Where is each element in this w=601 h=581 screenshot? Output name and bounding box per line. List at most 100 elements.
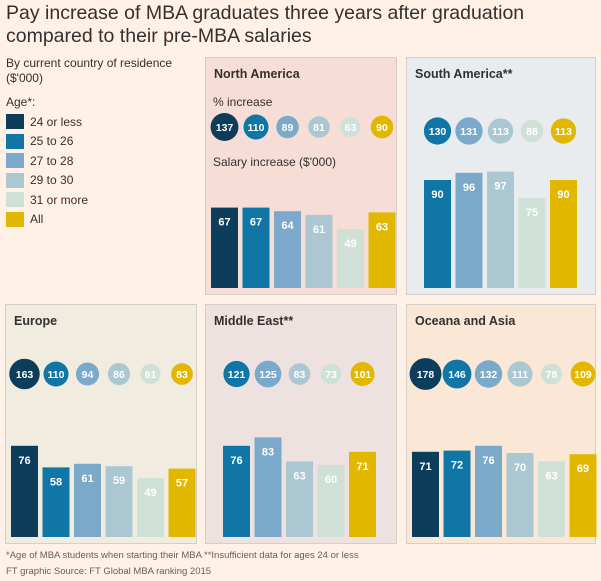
salary-increase-bar [538, 461, 565, 537]
pct-increase-circle [442, 359, 472, 389]
salary-increase-value: 57 [176, 478, 188, 490]
salary-increase-bar [368, 212, 396, 288]
salary-increase-bar [455, 172, 483, 288]
panel-title: Europe [14, 314, 58, 328]
salary-increase-bar [223, 445, 250, 537]
legend-item: 25 to 26 [6, 132, 88, 152]
pct-increase-value: 78 [546, 369, 558, 381]
salary-increase-value: 76 [18, 455, 30, 467]
pct-increase-value: 113 [492, 126, 509, 138]
pct-increase-circle [370, 115, 394, 139]
salary-increase-value: 83 [262, 446, 274, 458]
panel-title: Middle East** [214, 314, 294, 328]
salary-increase-bar [211, 207, 238, 288]
salary-increase-value: 71 [419, 461, 431, 473]
legend: 24 or less 25 to 26 27 to 28 29 to 30 31 or … [6, 112, 88, 229]
salary-increase-bar [74, 463, 101, 537]
pct-increase-value: 61 [145, 369, 157, 381]
salary-increase-value: 70 [514, 462, 526, 474]
pct-increase-value: 63 [345, 122, 357, 134]
pct-increase-value: 146 [448, 369, 466, 381]
pct-increase-circle [171, 363, 193, 385]
chart-panel: Oceana and Asia 178 71 146 72 132 76 111 70 78 63 1… [406, 304, 597, 544]
pct-increase-circle [140, 364, 161, 384]
salary-increase-bar [349, 451, 376, 537]
pct-increase-circle [223, 360, 250, 388]
salary-increase-bar [105, 466, 133, 537]
salary-increase-bar [42, 467, 70, 537]
chart-panel: Middle East** 121 76 125 83 83 63 73 60 101 71 [205, 304, 397, 544]
panel-title: Oceana and Asia [415, 314, 516, 328]
salary-increase-value: 63 [545, 470, 557, 482]
legend-label: 27 to 28 [30, 153, 74, 168]
salary-increase-value: 61 [81, 473, 93, 485]
panel-title: South America** [415, 67, 513, 81]
pct-increase-label: % increase [213, 95, 273, 109]
pct-increase-circle [409, 358, 442, 390]
pct-increase-value: 110 [48, 369, 65, 381]
panel-chart-svg: 178 71 146 72 132 76 111 70 78 63 109 69 [409, 358, 597, 537]
salary-increase-label: Salary increase ($'000) [213, 155, 337, 169]
pct-increase-circle [276, 115, 299, 139]
pct-increase-value: 101 [354, 369, 372, 381]
pct-increase-circle [107, 362, 131, 386]
legend-item: 29 to 30 [6, 171, 88, 191]
salary-increase-bar [443, 450, 471, 537]
pct-increase-circle [254, 360, 282, 388]
chart-panel: North America % increase Salary increase (… [205, 57, 397, 295]
legend-label: All [30, 212, 44, 227]
pct-increase-value: 111 [512, 369, 529, 381]
salary-increase-bar [569, 454, 597, 537]
pct-increase-circle [210, 113, 239, 141]
pct-increase-value: 86 [113, 369, 125, 381]
panel-chart-svg: 137 67 110 67 89 64 81 61 63 49 90 63 [210, 113, 396, 288]
salary-increase-bar [168, 468, 196, 537]
pct-increase-value: 113 [555, 126, 572, 138]
pct-increase-value: 88 [526, 126, 538, 138]
salary-increase-bar [274, 211, 301, 288]
pct-increase-value: 163 [16, 369, 34, 381]
pct-increase-circle [288, 363, 311, 385]
pct-increase-value: 83 [176, 369, 188, 381]
pct-increase-circle [570, 361, 596, 387]
pct-increase-circle [9, 358, 40, 390]
salary-increase-value: 72 [451, 460, 463, 472]
legend-label: 24 or less [30, 114, 83, 129]
pct-increase-circle [474, 360, 503, 388]
chart-panel: South America** 130 90 131 96 113 97 88 75 113 90 [406, 57, 596, 295]
pct-increase-value: 132 [480, 369, 498, 381]
footnote: *Age of MBA students when starting their… [6, 550, 359, 561]
pct-increase-circle [540, 363, 563, 385]
pct-increase-circle [340, 117, 361, 137]
pct-increase-value: 130 [429, 126, 447, 138]
pct-increase-circle [308, 116, 330, 138]
pct-increase-circle [43, 361, 69, 387]
pct-increase-circle [320, 363, 342, 385]
salary-increase-value: 64 [281, 220, 294, 232]
legend-label: 29 to 30 [30, 173, 74, 188]
chart-title: Pay increase of MBA graduates three year… [6, 2, 525, 47]
salary-increase-bar [506, 453, 534, 537]
salary-increase-value: 59 [113, 475, 125, 487]
legend-swatch [6, 153, 24, 169]
salary-increase-value: 69 [577, 463, 589, 475]
salary-increase-bar [412, 451, 439, 537]
legend-swatch [6, 211, 24, 227]
panel-chart-svg: 163 76 110 58 94 61 86 59 61 49 83 57 [9, 358, 196, 537]
salary-increase-bar [286, 461, 313, 537]
salary-increase-bar [11, 445, 38, 537]
salary-increase-value: 90 [431, 189, 443, 201]
pct-increase-circle [507, 361, 533, 387]
pct-increase-value: 178 [417, 369, 435, 381]
pct-increase-circle [243, 114, 269, 140]
salary-increase-value: 67 [218, 217, 230, 229]
pct-increase-circle [455, 117, 483, 145]
legend-swatch [6, 172, 24, 188]
pct-increase-value: 125 [259, 369, 277, 381]
salary-increase-value: 97 [494, 181, 506, 193]
source-note: FT graphic Source: FT Global MBA ranking… [6, 566, 212, 577]
salary-increase-bar [475, 445, 502, 537]
pct-increase-value: 137 [216, 122, 234, 134]
pct-increase-value: 89 [282, 122, 294, 134]
panel-chart-svg: 121 76 125 83 83 63 73 60 101 71 [223, 360, 376, 537]
